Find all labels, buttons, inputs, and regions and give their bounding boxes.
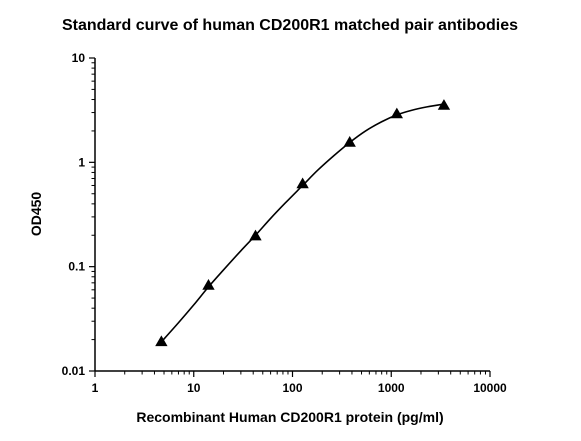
data-point-triangle: [296, 177, 309, 189]
x-tick-label: 1000: [378, 381, 405, 395]
fit-curve: [160, 103, 445, 343]
data-point-triangle: [390, 107, 403, 119]
chart-title: Standard curve of human CD200R1 matched …: [62, 17, 518, 34]
data-point-triangle: [202, 278, 215, 290]
y-tick-label: 1: [78, 155, 85, 169]
y-axis-label: OD450: [28, 192, 44, 237]
x-axis-label: Recombinant Human CD200R1 protein (pg/ml…: [136, 409, 443, 425]
data-point-triangle: [249, 229, 262, 241]
y-tick-label: 10: [72, 51, 86, 65]
x-tick-label: 10: [187, 381, 201, 395]
data-point-triangle: [343, 135, 356, 147]
data-point-triangle: [155, 335, 168, 347]
x-tick-label: 1: [92, 381, 99, 395]
plot-area: 1 10 100 1000 10000 0.01 0.1 1 10: [62, 51, 507, 395]
y-tick-label: 0.1: [68, 260, 85, 274]
y-tick-label: 0.01: [62, 364, 86, 378]
data-point-triangle: [437, 99, 451, 110]
x-tick-label: 100: [282, 381, 302, 395]
x-tick-label: 10000: [473, 381, 507, 395]
